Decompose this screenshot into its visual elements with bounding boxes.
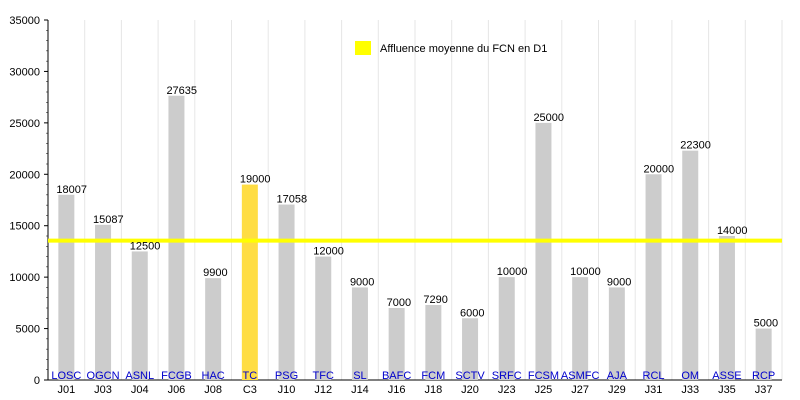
matchday-label: J37 (755, 384, 773, 396)
category-label: RCL (643, 370, 665, 382)
y-tick-label: 30000 (9, 66, 40, 78)
bar (718, 236, 735, 380)
bar (572, 277, 589, 380)
category-label: ASSE (712, 370, 741, 382)
matchday-label: J06 (168, 384, 186, 396)
value-label: 12500 (130, 240, 161, 252)
category-label: PSG (275, 370, 298, 382)
labels: 18007 LOSC J01 15087 OGCN J03 12500 ASNL J04 2763… (51, 85, 778, 396)
matchday-label: J20 (461, 384, 479, 396)
bar (425, 305, 442, 380)
category-label: TC (243, 370, 258, 382)
category-label: TFC (313, 370, 334, 382)
value-label: 7000 (387, 297, 411, 309)
legend-swatch (355, 41, 371, 55)
average-line (48, 238, 782, 243)
bar (315, 256, 332, 380)
category-label: ASNL (125, 370, 154, 382)
category-label: AJA (607, 370, 628, 382)
bar (95, 224, 112, 380)
bar (645, 174, 662, 380)
value-label: 27635 (166, 85, 197, 97)
category-label: OGCN (87, 370, 120, 382)
value-label: 9900 (203, 267, 227, 279)
y-tick-label: 25000 (9, 118, 40, 130)
value-label: 15087 (93, 214, 124, 226)
category-label: FCM (421, 370, 445, 382)
matchday-label: J29 (608, 384, 626, 396)
category-label: BAFC (382, 370, 411, 382)
y-tick-label: 35000 (9, 15, 40, 27)
value-label: 25000 (533, 112, 564, 124)
category-label: SCTV (455, 370, 485, 382)
category-label: ASMFC (561, 370, 600, 382)
matchday-label: J03 (94, 384, 112, 396)
matchday-label: J33 (681, 384, 699, 396)
bar (682, 150, 699, 380)
bar (131, 251, 148, 380)
bar (388, 308, 405, 380)
legend-label: Affluence moyenne du FCN en D1 (380, 43, 547, 55)
value-label: 19000 (240, 174, 271, 186)
value-label: 7290 (423, 294, 447, 306)
matchday-label: J31 (645, 384, 663, 396)
matchday-label: J18 (424, 384, 442, 396)
value-label: 17058 (277, 194, 308, 206)
y-tick-label: 15000 (9, 221, 40, 233)
value-label: 14000 (717, 225, 748, 237)
bar (608, 287, 625, 380)
bar-highlight (241, 184, 258, 380)
value-label: 10000 (497, 266, 528, 278)
bar (498, 277, 515, 380)
bar (168, 95, 185, 381)
value-label: 6000 (460, 307, 484, 319)
value-label: 5000 (754, 318, 778, 330)
category-label: LOSC (51, 370, 81, 382)
bar (205, 278, 222, 380)
bar (351, 287, 368, 380)
bar (58, 194, 75, 380)
matchday-label: J08 (204, 384, 222, 396)
matchday-label: J27 (571, 384, 589, 396)
legend: Affluence moyenne du FCN en D1 (355, 41, 547, 55)
y-tick-label: 5000 (16, 324, 40, 336)
category-label: FCGB (161, 370, 192, 382)
bar (278, 204, 295, 380)
matchday-label: J10 (278, 384, 296, 396)
value-label: 22300 (680, 140, 711, 152)
matchday-label: J23 (498, 384, 516, 396)
category-label: OM (681, 370, 699, 382)
matchday-label: C3 (243, 384, 257, 396)
grid-lines (47, 20, 783, 380)
y-tick-label: 10000 (9, 272, 40, 284)
matchday-label: J35 (718, 384, 736, 396)
matchday-label: J01 (57, 384, 75, 396)
bar (462, 318, 479, 380)
value-label: 9000 (350, 276, 374, 288)
category-label: SL (353, 370, 366, 382)
matchday-label: J12 (314, 384, 332, 396)
matchday-label: J25 (535, 384, 553, 396)
value-label: 10000 (570, 266, 601, 278)
matchday-label: J16 (388, 384, 406, 396)
y-tick-label: 20000 (9, 169, 40, 181)
matchday-label: J14 (351, 384, 369, 396)
category-label: RCP (752, 370, 775, 382)
value-label: 18007 (56, 184, 87, 196)
category-label: HAC (202, 370, 225, 382)
value-label: 12000 (313, 246, 344, 258)
matchday-label: J04 (131, 384, 149, 396)
average-attendance-line (48, 238, 782, 243)
category-label: SRFC (492, 370, 522, 382)
bars (58, 95, 772, 381)
category-label: FCSM (528, 370, 559, 382)
y-tick-label: 0 (34, 375, 40, 387)
bar (755, 328, 772, 380)
bar (535, 122, 552, 380)
value-label: 20000 (644, 163, 675, 175)
value-label: 9000 (607, 276, 631, 288)
